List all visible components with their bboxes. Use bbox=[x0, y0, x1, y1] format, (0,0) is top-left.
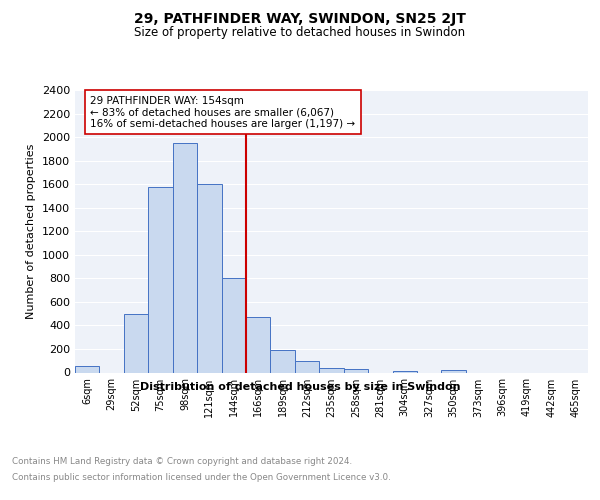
Bar bbox=[173, 143, 197, 372]
Text: Size of property relative to detached houses in Swindon: Size of property relative to detached ho… bbox=[134, 26, 466, 39]
Bar bbox=[319, 368, 344, 372]
Bar bbox=[75, 366, 100, 372]
Bar bbox=[271, 350, 295, 372]
Text: Contains public sector information licensed under the Open Government Licence v3: Contains public sector information licen… bbox=[12, 472, 391, 482]
Bar bbox=[295, 362, 319, 372]
Bar bbox=[148, 186, 173, 372]
Text: Distribution of detached houses by size in Swindon: Distribution of detached houses by size … bbox=[140, 382, 460, 392]
Text: 29, PATHFINDER WAY, SWINDON, SN25 2JT: 29, PATHFINDER WAY, SWINDON, SN25 2JT bbox=[134, 12, 466, 26]
Bar bbox=[197, 184, 221, 372]
Bar bbox=[124, 314, 148, 372]
Bar bbox=[246, 316, 271, 372]
Text: Contains HM Land Registry data © Crown copyright and database right 2024.: Contains HM Land Registry data © Crown c… bbox=[12, 458, 352, 466]
Y-axis label: Number of detached properties: Number of detached properties bbox=[26, 144, 37, 319]
Text: 29 PATHFINDER WAY: 154sqm
← 83% of detached houses are smaller (6,067)
16% of se: 29 PATHFINDER WAY: 154sqm ← 83% of detac… bbox=[91, 96, 356, 129]
Bar bbox=[221, 278, 246, 372]
Bar bbox=[344, 369, 368, 372]
Bar bbox=[442, 370, 466, 372]
